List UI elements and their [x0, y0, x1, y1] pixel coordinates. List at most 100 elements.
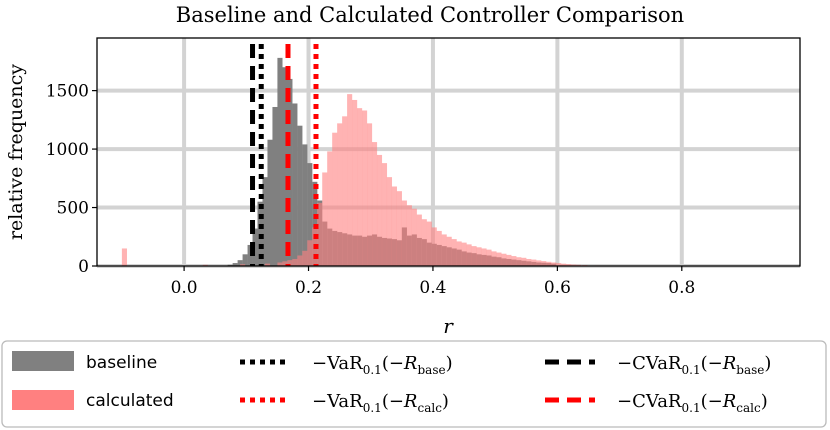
- calculated-bar: [431, 227, 437, 266]
- x-tick-label: 0.6: [544, 278, 571, 298]
- calculated-bar: [526, 258, 532, 266]
- calculated-bar: [561, 263, 567, 266]
- baseline-bar: [302, 144, 308, 266]
- legend-swatch-baseline: [12, 351, 74, 371]
- calculated-bar: [347, 94, 353, 266]
- grid: [97, 38, 800, 268]
- calculated-bar: [240, 264, 246, 266]
- baseline-bar: [292, 103, 298, 266]
- calculated-bar: [471, 246, 477, 266]
- baseline-bar: [282, 67, 288, 266]
- calculated-bar: [352, 99, 358, 266]
- legend-box: [1, 340, 827, 428]
- baseline-bar: [262, 177, 268, 266]
- calculated-bar: [426, 221, 432, 266]
- legend-label-var-calc: −VaR0.1(−Rcalc): [312, 391, 449, 415]
- calculated-bar: [277, 262, 283, 266]
- calculated-bar: [297, 255, 303, 266]
- legend: baseline calculated −VaR0.1(−Rbase) −VaR…: [1, 340, 827, 428]
- calculated-bars: [121, 94, 613, 267]
- baseline-bar: [257, 201, 263, 266]
- calculated-bar: [332, 132, 338, 266]
- calculated-bar: [531, 259, 537, 266]
- x-tick-label: 0.2: [295, 278, 322, 298]
- calculated-bar: [456, 241, 462, 266]
- calculated-bar: [287, 260, 293, 266]
- calculated-bar: [536, 260, 542, 266]
- baseline-bar: [312, 181, 318, 266]
- calculated-bar: [451, 239, 457, 266]
- calculated-bar: [546, 261, 552, 266]
- legend-label-baseline: baseline: [86, 353, 157, 373]
- baseline-bar: [242, 254, 248, 266]
- calculated-bar: [307, 240, 313, 266]
- calculated-bar: [342, 116, 348, 266]
- calculated-bar: [357, 108, 363, 267]
- calculated-bar: [501, 253, 507, 266]
- y-tick-label: 1500: [46, 82, 89, 102]
- calculated-bar: [476, 247, 482, 266]
- y-tick-label: 1000: [46, 140, 89, 160]
- baseline-bar: [307, 163, 313, 266]
- baseline-bar: [267, 139, 273, 266]
- calculated-bar: [371, 142, 378, 266]
- calculated-bar: [516, 257, 522, 266]
- calculated-bar: [264, 263, 271, 266]
- calculated-bar: [376, 154, 383, 266]
- legend-label-var-base: −VaR0.1(−Rbase): [312, 353, 453, 377]
- calculated-bar: [466, 244, 472, 266]
- calculated-bar: [441, 234, 447, 266]
- calculated-bar: [381, 163, 388, 266]
- calculated-bar: [322, 172, 328, 266]
- baseline-bar: [297, 125, 303, 266]
- calculated-bar: [461, 242, 467, 266]
- x-tick-label: 0.0: [171, 278, 198, 298]
- calculated-bar: [411, 208, 417, 266]
- calculated-bar: [496, 252, 502, 266]
- x-tick-label: 0.8: [668, 278, 695, 298]
- legend-swatch-calculated: [12, 390, 74, 410]
- x-tick-label: 0.4: [419, 278, 446, 298]
- legend-label-cvar-base: −CVaR0.1(−Rbase): [617, 353, 771, 377]
- y-axis-label: relative frequency: [5, 64, 27, 240]
- calculated-bar: [421, 219, 427, 266]
- calculated-bar: [506, 254, 512, 266]
- calculated-bar: [302, 250, 308, 266]
- calculated-bar: [446, 236, 452, 266]
- calculated-bar: [416, 214, 422, 266]
- baseline-bar: [232, 263, 238, 266]
- baseline-bar: [277, 57, 283, 266]
- calculated-bar: [282, 261, 288, 266]
- baseline-bar: [252, 228, 258, 266]
- calculated-bar: [551, 262, 557, 266]
- calculated-bar: [337, 123, 343, 266]
- calculated-bar: [292, 258, 298, 266]
- calculated-bar: [317, 202, 323, 266]
- calculated-bar: [391, 186, 397, 266]
- y-tick-label: 500: [57, 199, 89, 219]
- calculated-bar: [556, 263, 562, 266]
- calculated-bar: [436, 230, 442, 266]
- calculated-bar: [396, 191, 402, 266]
- calculated-bar: [406, 205, 412, 266]
- x-axis-label: r: [443, 314, 454, 338]
- calculated-bar: [566, 264, 572, 266]
- chart-title: Baseline and Calculated Controller Compa…: [176, 3, 684, 27]
- legend-label-calculated: calculated: [86, 391, 174, 411]
- calculated-bar: [401, 200, 407, 266]
- legend-label-cvar-calc: −CVaR0.1(−Rcalc): [617, 391, 768, 415]
- calculated-bar: [121, 248, 127, 266]
- baseline-bar: [237, 260, 243, 266]
- calculated-bar: [386, 177, 393, 266]
- baseline-bar: [287, 78, 293, 266]
- x-ticks: 0.0 0.2 0.4 0.6 0.8: [171, 266, 695, 298]
- calculated-bar: [521, 257, 527, 266]
- baseline-bar: [272, 106, 278, 266]
- y-ticks: 0 500 1000 1500: [46, 82, 97, 277]
- calculated-bar: [481, 248, 487, 266]
- calculated-bar: [367, 123, 373, 266]
- calculated-bar: [571, 264, 577, 266]
- calculated-bar: [491, 251, 497, 266]
- calculated-bar: [511, 256, 517, 266]
